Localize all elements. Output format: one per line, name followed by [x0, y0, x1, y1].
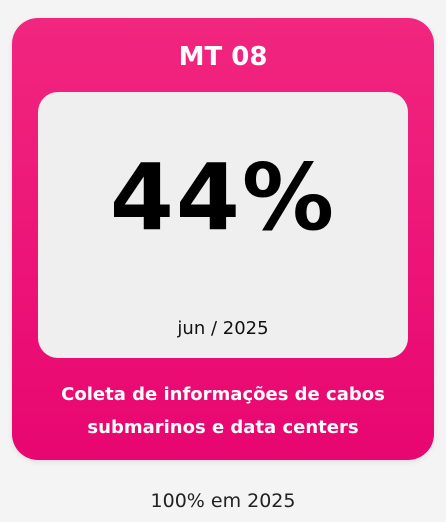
- metric-value: 44%: [109, 144, 337, 251]
- card-title: MT 08: [178, 42, 268, 72]
- metric-date: jun / 2025: [177, 318, 269, 339]
- card-description: Coleta de informações de cabos submarino…: [61, 384, 385, 438]
- metric-card: MT 08 44% jun / 2025 Coleta de informaçõ…: [12, 18, 434, 460]
- value-panel: 44% jun / 2025: [38, 92, 408, 358]
- footer-note: 100% em 2025: [150, 490, 296, 512]
